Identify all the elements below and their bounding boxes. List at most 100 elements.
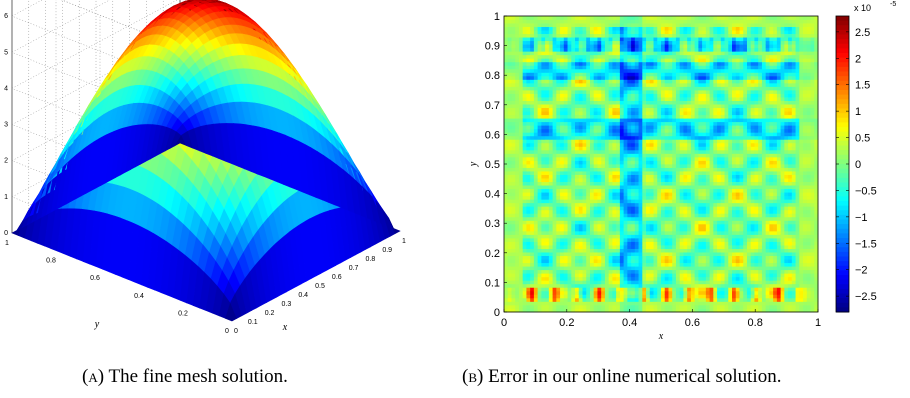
heatmap-cell: [597, 259, 602, 264]
heatmap-cell: [608, 185, 613, 190]
heatmap-cell: [589, 121, 595, 126]
heatmap-cell: [597, 114, 602, 119]
heatmap-cell: [653, 181, 658, 186]
heatmap-cell: [657, 216, 662, 221]
heatmap-cell: [619, 135, 625, 140]
heatmap-cell: [537, 156, 542, 161]
heatmap-cell: [556, 111, 561, 116]
heatmap-cell: [571, 276, 576, 281]
heatmap-cell: [522, 199, 527, 204]
heatmap-cell: [545, 220, 550, 225]
heatmap-cell: [597, 213, 602, 218]
heatmap-cell: [593, 153, 598, 158]
heatmap-cell: [661, 30, 666, 35]
heatmap-cell: [668, 220, 673, 225]
heatmap-cell: [627, 181, 632, 186]
heatmap-cell: [507, 132, 512, 137]
heatmap-cell: [526, 269, 531, 274]
heatmap-cell: [657, 118, 662, 123]
heatmap-cell: [586, 156, 591, 161]
heatmap-cell: [653, 44, 658, 49]
heatmap-cell: [604, 153, 610, 158]
heatmap-cell: [623, 259, 628, 264]
heatmap-cell: [664, 230, 669, 235]
heatmap-cell: [582, 174, 587, 179]
heatmap-cell: [661, 79, 666, 84]
heatmap-cell: [530, 216, 535, 221]
heatmap-cell: [649, 26, 654, 31]
heatmap-cell: [623, 19, 628, 24]
heatmap-cell: [638, 255, 643, 260]
heatmap-cell: [616, 280, 621, 285]
heatmap-cell: [612, 97, 617, 101]
heatmap-cell: [560, 280, 565, 285]
heatmap-cell: [664, 241, 669, 246]
heatmap-cell: [537, 276, 542, 281]
heatmap-cell: [533, 128, 539, 133]
heatmap-cell: [627, 234, 632, 239]
heatmap-cell: [578, 30, 583, 35]
heatmap-cell: [541, 68, 546, 73]
heatmap-cell: [668, 164, 673, 168]
heatmap-cell: [593, 128, 598, 133]
heatmap-cell: [631, 128, 636, 133]
heatmap-cell: [608, 230, 613, 235]
heatmap-cell: [608, 156, 613, 161]
heatmap-cell: [575, 213, 580, 218]
heatmap-cell: [649, 213, 654, 218]
heatmap-cell: [646, 72, 651, 77]
heatmap-cell: [616, 61, 621, 66]
heatmap-cell: [537, 294, 542, 299]
heatmap-cell: [661, 273, 666, 278]
heatmap-cell: [604, 37, 610, 42]
heatmap-cell: [504, 209, 509, 214]
heatmap-cell: [575, 65, 580, 70]
heatmap-cell: [619, 58, 625, 63]
heatmap-cell: [552, 185, 557, 190]
heatmap-cell: [597, 185, 602, 190]
heatmap-cell: [668, 142, 673, 147]
heatmap-cell: [560, 72, 565, 77]
heatmap-cell: [567, 259, 572, 264]
heatmap-cell: [661, 40, 666, 45]
heatmap-cell: [507, 192, 512, 197]
heatmap-cell: [649, 23, 654, 27]
heatmap-cell: [612, 19, 617, 24]
heatmap-cell: [601, 90, 606, 94]
heatmap-cell: [657, 269, 662, 274]
heatmap-cell: [567, 97, 572, 101]
heatmap-cell: [623, 125, 628, 130]
heatmap-cell: [601, 139, 606, 144]
heatmap-cell: [575, 44, 580, 49]
heatmap-cell: [642, 47, 647, 52]
heatmap-cell: [507, 114, 512, 119]
heatmap-cell: [563, 33, 568, 38]
heatmap-cell: [664, 202, 669, 207]
heatmap-cell: [631, 16, 636, 20]
heatmap-cell: [649, 104, 654, 109]
heatmap-cell: [571, 185, 576, 190]
heatmap-cell: [541, 135, 546, 140]
heatmap-cell: [593, 72, 598, 77]
heatmap-cell: [589, 68, 595, 73]
heatmap-cell: [608, 181, 613, 186]
heatmap-cell: [537, 125, 542, 130]
heatmap-cell: [511, 273, 516, 278]
heatmap-cell: [522, 290, 527, 295]
heatmap-cell: [575, 220, 580, 225]
heatmap-cell: [541, 160, 546, 165]
heatmap-cell: [560, 128, 565, 133]
heatmap-cell: [582, 213, 587, 218]
heatmap-cell: [533, 16, 539, 20]
heatmap-cell: [668, 44, 673, 49]
heatmap-cell: [627, 58, 632, 63]
heatmap-cell: [560, 181, 565, 186]
heatmap-cell: [619, 252, 625, 257]
heatmap-cell: [657, 65, 662, 70]
heatmap-cell: [638, 199, 643, 204]
heatmap-cell: [530, 104, 535, 109]
heatmap-cell: [593, 230, 598, 235]
heatmap-cell: [631, 142, 636, 147]
heatmap-cell: [653, 209, 658, 214]
heatmap-cell: [604, 23, 610, 27]
